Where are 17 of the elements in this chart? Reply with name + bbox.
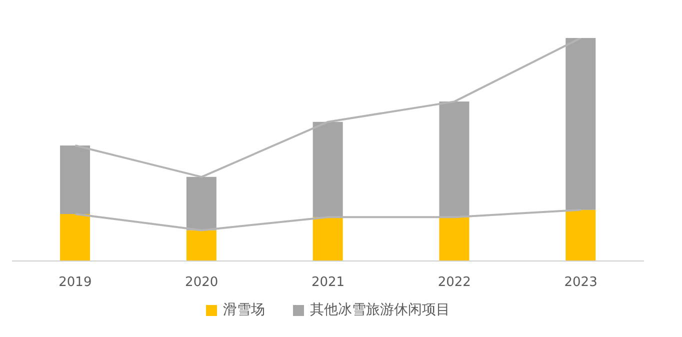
bar <box>312 122 343 218</box>
legend-label: 滑雪场 <box>223 301 265 319</box>
x-tick-label: 2021 <box>311 275 345 290</box>
x-tick-label: 2019 <box>58 275 92 290</box>
x-tick-label: 2020 <box>185 275 218 290</box>
bar <box>439 102 470 218</box>
x-tick-label: 2022 <box>438 275 471 290</box>
bar <box>566 210 596 261</box>
bar <box>566 38 596 210</box>
bar <box>312 217 343 261</box>
bar <box>439 217 470 261</box>
bar <box>186 230 216 261</box>
bar <box>60 214 90 261</box>
legend-label: 其他冰雪旅游休闲项目 <box>310 301 450 319</box>
bar <box>60 145 90 214</box>
x-tick-label: 2023 <box>564 275 598 290</box>
bar <box>186 176 216 230</box>
